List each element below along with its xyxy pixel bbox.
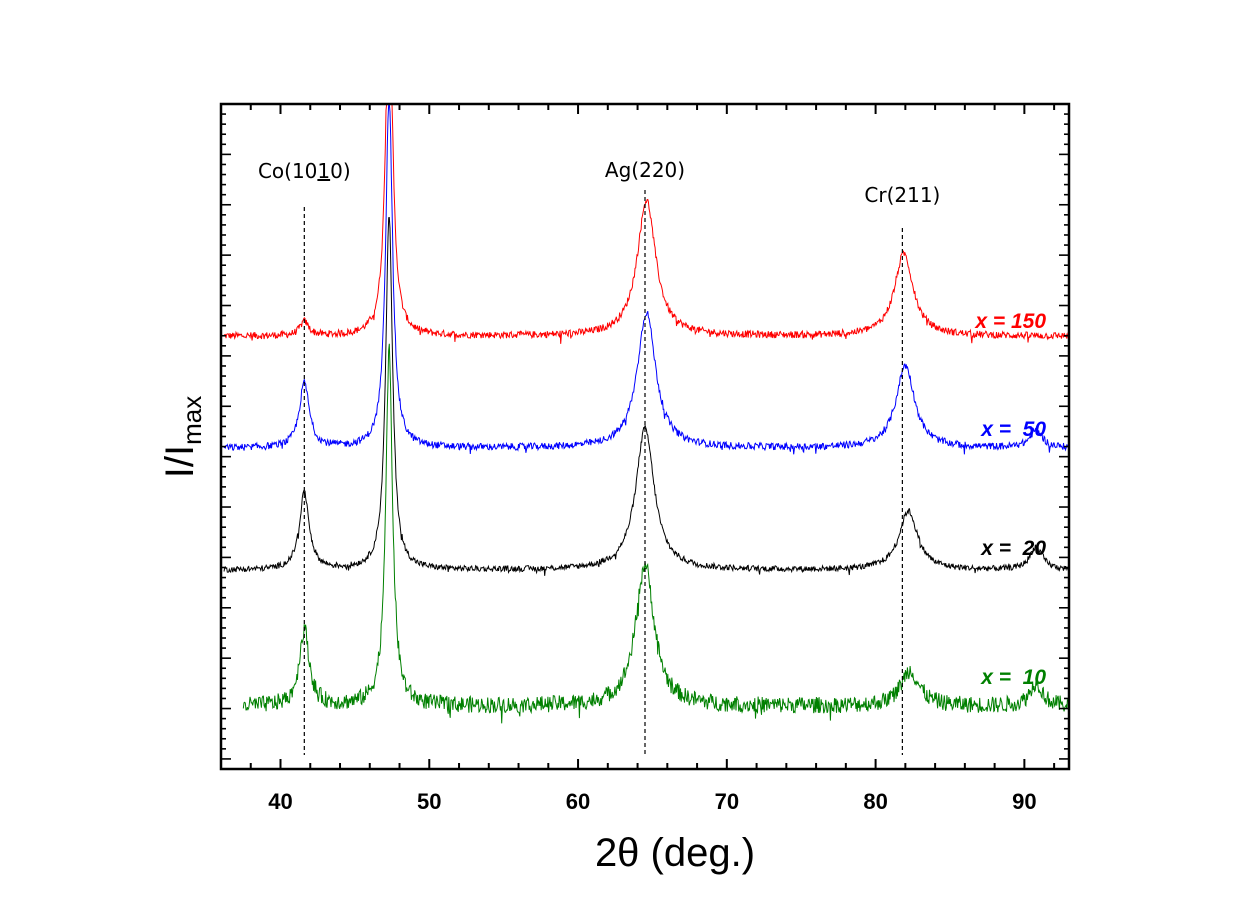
x-tick-label: 50 <box>417 789 441 814</box>
x-tick-label: 90 <box>1012 789 1036 814</box>
x-tick-labels: 40 50 60 70 80 90 <box>268 789 1036 814</box>
series-labels: x = 150 x = 50 x = 20 x = 10 <box>974 310 1046 689</box>
series-label-0: x = 150 <box>974 310 1046 333</box>
axis-ticks <box>221 103 1069 770</box>
series-label-1: x = 50 <box>980 418 1046 441</box>
x-axis-label: 2θ (deg.) <box>595 831 755 875</box>
series-label-2: x = 20 <box>980 537 1046 560</box>
series-layer <box>223 103 1070 724</box>
peak-label-underlined: 1 <box>317 159 330 183</box>
peak-lines <box>303 190 903 755</box>
series-line-2 <box>223 217 1070 576</box>
peak-label-part: 0) <box>330 159 351 183</box>
y-axis-label: I/Imax <box>158 396 207 478</box>
svg-text:I/Imax: I/Imax <box>158 396 207 478</box>
series-line-0 <box>223 103 1070 344</box>
series-line-1 <box>223 103 1069 455</box>
x-tick-label: 80 <box>863 789 887 814</box>
series-line-3 <box>242 343 1070 724</box>
y-axis-label-main: I/I <box>158 445 202 478</box>
peak-label-2: Cr(211) <box>864 183 940 207</box>
x-tick-label: 70 <box>715 789 739 814</box>
peak-label-0: Co(1010) <box>258 159 351 183</box>
peak-label-part: Co(10 <box>258 159 317 183</box>
y-axis-label-sub: max <box>177 396 207 445</box>
x-tick-label: 60 <box>566 789 590 814</box>
peak-labels: Co(1010) Ag(220) Cr(211) <box>258 158 940 207</box>
peak-label-1: Ag(220) <box>605 158 685 182</box>
x-tick-label: 40 <box>268 789 292 814</box>
series-label-3: x = 10 <box>980 666 1046 689</box>
